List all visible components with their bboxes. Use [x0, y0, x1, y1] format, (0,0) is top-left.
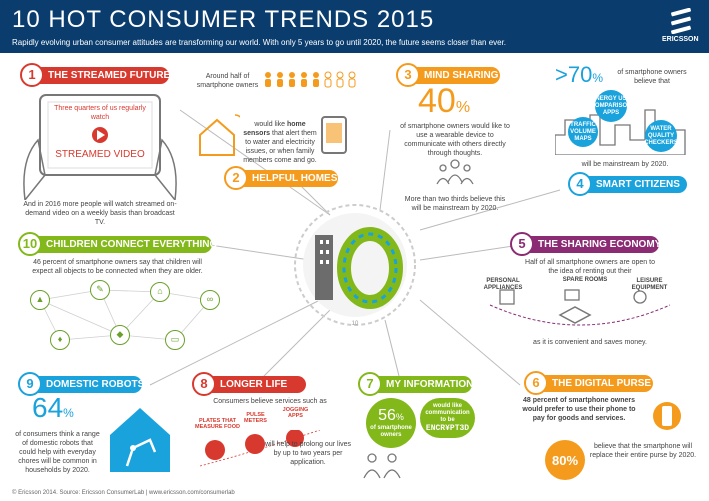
- trend-8-title: LONGER LIFE: [220, 379, 288, 390]
- trend-5-header: 5 THE SHARING ECONOMY: [510, 232, 662, 256]
- pulse-meter-icon: [245, 434, 265, 454]
- trend-3-stat: 40%: [418, 82, 471, 120]
- trend-1-number: 1: [20, 63, 44, 87]
- water-checkers-bubble: WATER QUALITY CHECKERS: [644, 120, 678, 152]
- trend-8-item-1: PLATES THAT MEASURE FOOD: [195, 418, 240, 430]
- trend-8-icons: [200, 430, 320, 467]
- trend-8-intro: Consumers believe services such as: [213, 398, 327, 405]
- trend-4-stat: >70%: [555, 62, 603, 87]
- smartphone-icon: [321, 116, 347, 154]
- phone-wallet-icon: [653, 402, 681, 430]
- trend-8-body: will help to prolong our lives by up to …: [265, 441, 351, 466]
- trend-4-intro: of smartphone owners believe that: [617, 69, 687, 85]
- trend-9-stat: 64%: [32, 392, 74, 423]
- tablet-hands-icon: [23, 94, 177, 200]
- page-subtitle: Rapidly evolving urban consumer attitude…: [12, 38, 507, 47]
- trend-10-title: CHILDREN CONNECT EVERYTHING: [46, 239, 218, 250]
- trend-7-people-icon: [363, 453, 401, 479]
- trend-1-title: THE STREAMED FUTURE: [48, 70, 171, 81]
- trend-5-title: THE SHARING ECONOMY: [538, 239, 662, 250]
- trend-2-title: HELPFUL HOMES: [252, 173, 338, 184]
- handshake-icon: [489, 289, 671, 326]
- page-title: 10 HOT CONSUMER TRENDS 2015: [12, 6, 435, 33]
- trend-5-item-3: LEISURE EQUIPMENT: [631, 278, 668, 291]
- trend-6-body: believe that the smartphone will replace…: [589, 443, 697, 459]
- trend-6-intro: 48 percent of smartphone owners would pr…: [522, 397, 636, 422]
- trend-2-body: would like home sensors that alert them …: [243, 121, 317, 164]
- trend-1-tablet-label: STREAMED VIDEO: [55, 149, 145, 160]
- trend-8-item-3: JOGGING APPS: [282, 407, 309, 419]
- trend-4-body: will be mainstream by 2020.: [581, 161, 669, 168]
- bike-icon: ∞: [200, 290, 220, 310]
- trend-2-intro: Around half of smartphone owners: [196, 73, 259, 89]
- trend-10-number: 10: [18, 232, 42, 256]
- energy-apps-bubble: ENERGY USE COMPARISON APPS: [591, 90, 631, 122]
- trend-8-item-2: PULSE METERS: [244, 412, 267, 424]
- trend-4-number: 4: [568, 172, 592, 196]
- trend-3-header: 3 MIND SHARING: [396, 63, 500, 87]
- people-icons: [265, 71, 356, 88]
- trend-6-stat: 80%: [545, 440, 585, 480]
- center-label: 10: [352, 321, 359, 327]
- trend-1-body: And in 2016 more people will watch strea…: [23, 201, 177, 226]
- trend-7-stat: 56% of smartphone owners: [366, 398, 416, 448]
- trend-9-number: 9: [18, 372, 42, 396]
- ericsson-logo-icon: [671, 8, 691, 34]
- sign-icon: ◆: [110, 325, 130, 345]
- trend-10-body: 46 percent of smartphone owners say that…: [32, 259, 203, 275]
- trend-3-body: of smartphone owners would like to use a…: [400, 123, 510, 157]
- home-icon: ⌂: [150, 282, 170, 302]
- trend-1-tablet-text: Three quarters of us regularly watch: [54, 105, 146, 121]
- trend-5-item-1: PERSONAL APPLIANCES: [483, 278, 523, 291]
- trend-4-header: 4 SMART CITIZENS: [568, 172, 687, 196]
- trend-3-title: MIND SHARING: [424, 70, 499, 81]
- trend-5-body: as it is convenient and saves money.: [533, 339, 647, 346]
- trend-5-intro: Half of all smartphone owners are open t…: [525, 259, 655, 275]
- trend-5-item-2: SPARE ROOMS: [562, 277, 608, 283]
- footer-text: © Ericsson 2014. Source: Ericsson Consum…: [12, 490, 235, 496]
- trend-6-number: 6: [524, 371, 548, 395]
- trend-9-header: 9 DOMESTIC ROBOTS: [18, 372, 145, 396]
- center-globe-graphic: 10: [294, 204, 416, 327]
- trend-7-header: 7 MY INFORMATION: [358, 372, 474, 396]
- plate-icon: [205, 440, 225, 460]
- pencil-icon: ✎: [90, 280, 110, 300]
- group-people-icon: [436, 159, 474, 185]
- trend-9-body: of consumers think a range of domestic r…: [15, 431, 100, 474]
- brand-name: ERICSSON: [662, 36, 699, 43]
- trend-6-title: THE DIGITAL PURSE: [552, 378, 652, 389]
- trend-6-header: 6 THE DIGITAL PURSE: [524, 371, 653, 395]
- camera-icon: [633, 290, 647, 304]
- jogging-app-icon: [286, 430, 304, 447]
- house-wifi-icon: [199, 114, 240, 156]
- trend-8-header: 8 LONGER LIFE: [192, 372, 306, 396]
- shoe-icon: ♦: [50, 330, 70, 350]
- trend-9-title: DOMESTIC ROBOTS: [46, 379, 145, 390]
- trend-1-header: 1 THE STREAMED FUTURE: [20, 63, 171, 87]
- trend-10-header: 10 CHILDREN CONNECT EVERYTHING: [18, 232, 217, 256]
- book-icon: ▭: [165, 330, 185, 350]
- traffic-maps-bubble: TRAFFIC VOLUME MAPS: [568, 117, 598, 147]
- tree-icon: ▲: [30, 290, 50, 310]
- appliance-icon: [499, 289, 515, 305]
- trend-2-header: 2 HELPFUL HOMES: [224, 166, 338, 190]
- trend-5-number: 5: [510, 232, 534, 256]
- trend-8-number: 8: [192, 372, 216, 396]
- trend-7-number: 7: [358, 372, 382, 396]
- bed-icon: [564, 289, 580, 301]
- trend-3-number: 3: [396, 63, 420, 87]
- robot-house-icon: [110, 408, 170, 472]
- trend-2-number: 2: [224, 166, 248, 190]
- trend-7-bubble: would like communication to be ENCR¥PT3D: [420, 398, 475, 438]
- header-bar: [0, 0, 709, 53]
- trend-7-title: MY INFORMATION: [386, 379, 474, 390]
- trend-4-title: SMART CITIZENS: [596, 179, 680, 190]
- trend-3-body2: More than two thirds believe this will b…: [404, 196, 506, 212]
